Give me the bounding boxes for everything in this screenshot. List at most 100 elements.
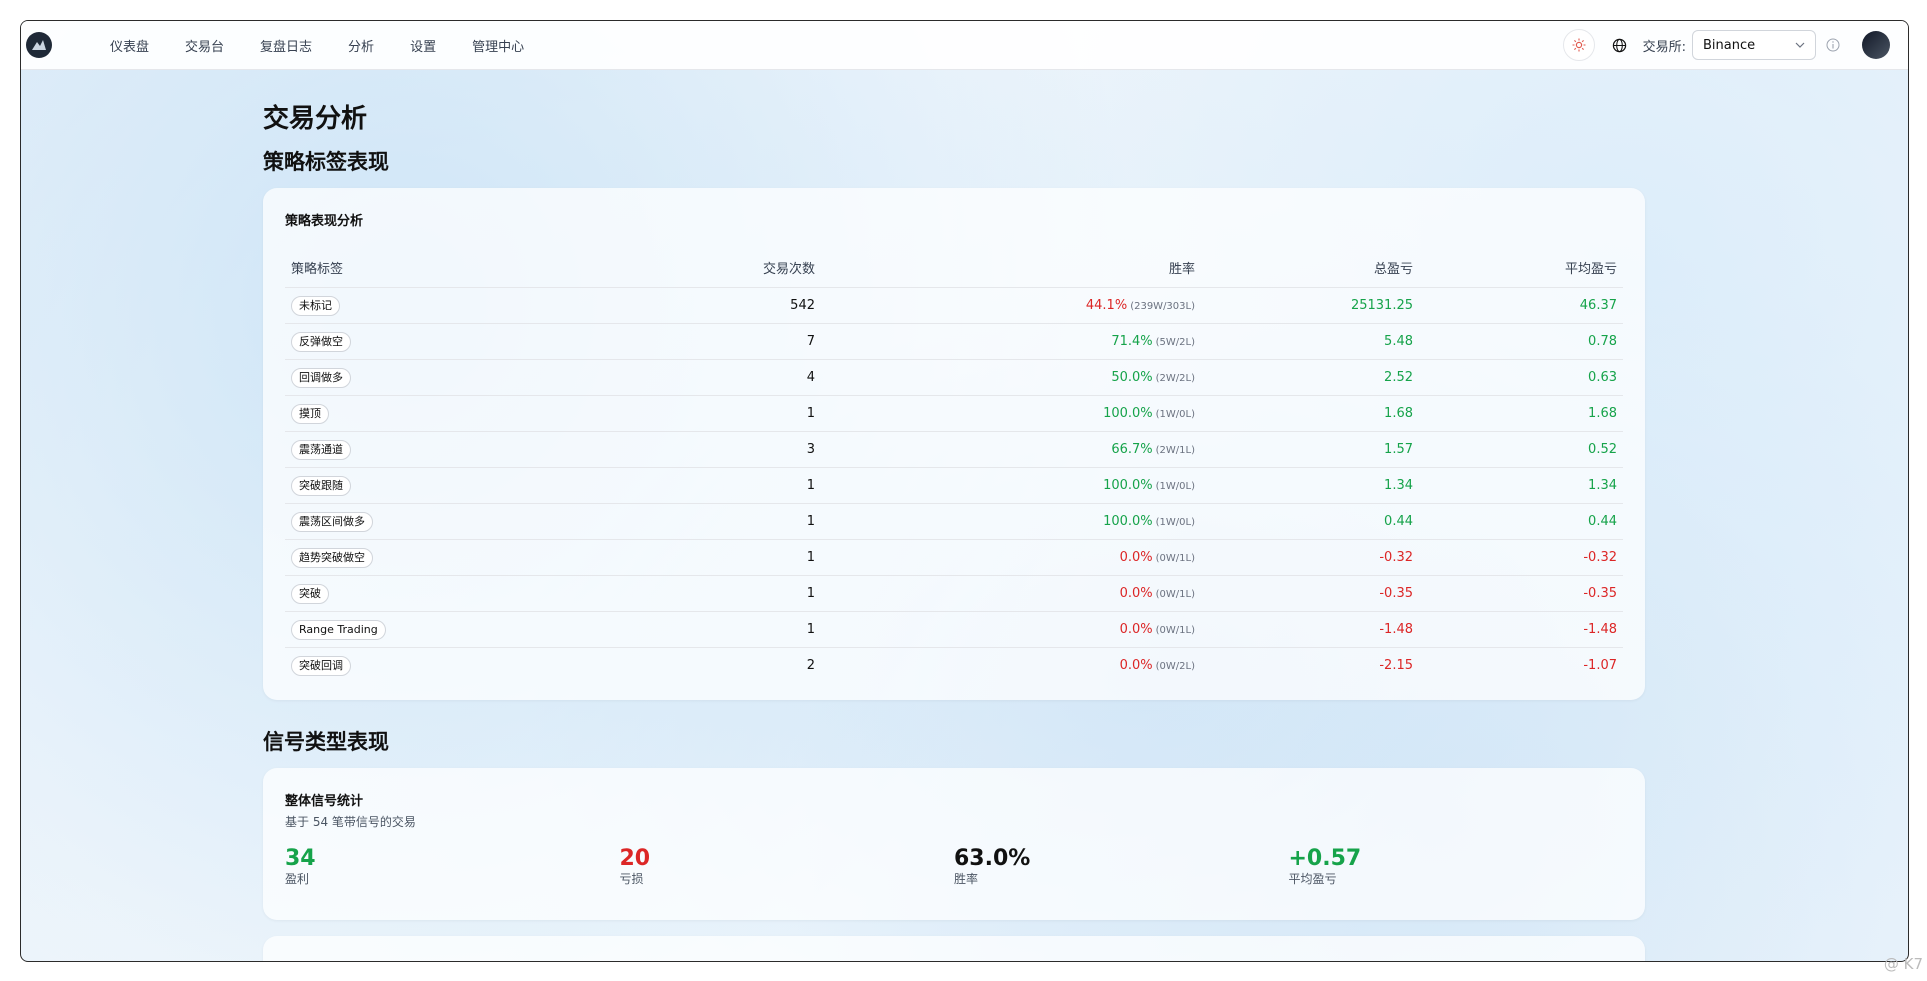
strategy-row[interactable]: 突破跟随 1 100.0% (1W/0L) 1.34 1.34 [285, 467, 1623, 504]
strategy-row[interactable]: 突破 1 0.0% (0W/1L) -0.35 -0.35 [285, 575, 1623, 612]
strategy-tag-badge[interactable]: 摸顶 [291, 403, 329, 424]
info-icon[interactable] [1826, 38, 1840, 52]
win-loss-count: (5W/2L) [1155, 337, 1195, 348]
win-loss-count: (0W/1L) [1155, 625, 1195, 636]
win-rate-value: 66.7% [1111, 442, 1153, 457]
win-loss-count: (2W/2L) [1155, 373, 1195, 384]
trade-count-cell: 3 [575, 431, 821, 468]
trade-count-cell: 1 [575, 539, 821, 576]
strategy-tag-badge[interactable]: 突破跟随 [291, 475, 351, 496]
trade-count-cell: 542 [575, 287, 821, 324]
win-loss-count: (1W/0L) [1155, 409, 1195, 420]
trade-count-cell: 1 [575, 467, 821, 504]
trade-count-cell: 1 [575, 575, 821, 612]
nav-item-review-journal[interactable]: 复盘日志 [260, 39, 313, 55]
strategy-tag-cell: Range Trading [285, 611, 575, 648]
exchange-label: 交易所: [1642, 39, 1686, 55]
win-rate-value: 50.0% [1111, 370, 1153, 385]
win-loss-count: (1W/0L) [1155, 517, 1195, 528]
nav-item-analysis[interactable]: 分析 [348, 39, 375, 55]
win-rate-value: 100.0% [1103, 478, 1153, 493]
strategy-tag-badge[interactable]: 回调做多 [291, 367, 351, 388]
stat-wins-value: 34 [285, 846, 316, 871]
trade-count-cell: 1 [575, 503, 821, 540]
strategy-tag-badge[interactable]: 趋势突破做空 [291, 547, 373, 568]
strategy-tag-badge[interactable]: 反弹做空 [291, 331, 351, 352]
strategy-tag-badge[interactable]: 未标记 [291, 295, 340, 316]
win-rate-cell: 0.0% (0W/1L) [821, 539, 1201, 576]
avg-pnl-cell: 46.37 [1419, 287, 1623, 324]
nav-right-controls: 交易所: Binance [1562, 29, 1890, 61]
signal-stats-row: 34 盈利 20 亏损 63.0% 胜率 +0.57 平均盈亏 [285, 846, 1623, 886]
col-header-strategy-tag: 策略标签 [285, 247, 575, 288]
stat-avg-pnl: +0.57 平均盈亏 [1289, 846, 1624, 886]
avg-pnl-cell: 1.34 [1419, 467, 1623, 504]
trade-count-cell: 1 [575, 611, 821, 648]
strategy-row[interactable]: 趋势突破做空 1 0.0% (0W/1L) -0.32 -0.32 [285, 539, 1623, 576]
avg-pnl-cell: -1.07 [1583, 658, 1617, 673]
win-rate-cell: 50.0% (2W/2L) [821, 359, 1201, 396]
win-rate-value: 0.0% [1119, 586, 1153, 601]
col-header-total-pnl: 总盈亏 [1201, 247, 1419, 288]
nav-item-admin-center[interactable]: 管理中心 [472, 39, 525, 55]
strategy-card-title: 策略表现分析 [285, 214, 364, 229]
strategy-row[interactable]: 反弹做空 7 71.4% (5W/2L) 5.48 0.78 [285, 323, 1623, 360]
main-content: 交易分析 策略标签表现 策略表现分析 策略标签 交易次数 胜率 总盈亏 平均盈亏 [263, 69, 1645, 961]
stat-avg-pnl-value: +0.57 [1288, 846, 1362, 871]
total-pnl-cell: 0.44 [1201, 503, 1419, 540]
strategy-row[interactable]: 震荡通道 3 66.7% (2W/1L) 1.57 0.52 [285, 431, 1623, 468]
col-header-win-rate: 胜率 [821, 247, 1201, 288]
strategy-row[interactable]: 摸顶 1 100.0% (1W/0L) 1.68 1.68 [285, 395, 1623, 432]
signal-section-title: 信号类型表现 [263, 730, 389, 754]
avg-pnl-cell: -1.48 [1419, 611, 1623, 648]
stat-win-rate-value: 63.0% [954, 846, 1031, 871]
strategy-tag-badge[interactable]: 震荡通道 [291, 439, 351, 460]
strategy-tag-cell: 震荡区间做多 [285, 503, 575, 540]
strategy-tag-cell: 回调做多 [285, 359, 575, 396]
total-pnl-cell: 5.48 [1201, 323, 1419, 360]
strategy-row[interactable]: 未标记 542 44.1% (239W/303L) 25131.25 46.37 [285, 287, 1623, 324]
win-rate-cell: 100.0% (1W/0L) [821, 503, 1201, 540]
avg-pnl-cell: 0.78 [1419, 323, 1623, 360]
signal-card-subtitle: 基于 54 笔带信号的交易 [285, 815, 416, 829]
strategy-tag-badge[interactable]: 突破 [291, 583, 329, 604]
total-pnl-cell: 1.34 [1201, 467, 1419, 504]
avg-pnl-cell: 0.44 [1419, 503, 1623, 540]
trade-count-cell: 1 [575, 395, 821, 432]
top-navbar: 仪表盘 交易台 复盘日志 分析 设置 管理中心 [21, 21, 1908, 70]
stat-wins: 34 盈利 [285, 846, 620, 886]
win-rate-value: 44.1% [1085, 298, 1128, 313]
signal-overview-card: 整体信号统计 基于 54 笔带信号的交易 34 盈利 20 亏损 63.0% 胜… [263, 768, 1645, 920]
win-rate-value: 100.0% [1103, 406, 1153, 421]
strategy-section-title: 策略标签表现 [263, 150, 389, 174]
app-window: 仪表盘 交易台 复盘日志 分析 设置 管理中心 [20, 20, 1909, 962]
user-avatar[interactable] [1862, 31, 1890, 59]
strategy-table-body: 未标记 542 44.1% (239W/303L) 25131.25 46.37 反弹做空 7… [285, 287, 1623, 684]
app-logo[interactable] [26, 32, 52, 58]
strategy-tag-cell: 突破跟随 [285, 467, 575, 504]
win-rate-cell: 100.0% (1W/0L) [821, 467, 1201, 504]
strategy-row[interactable]: 突破回调 2 0.0% (0W/2L) -2.15 -1.07 [285, 648, 1623, 684]
exchange-select[interactable]: Binance [1692, 30, 1816, 60]
strategy-row[interactable]: 回调做多 4 50.0% (2W/2L) 2.52 0.63 [285, 359, 1623, 396]
theme-toggle-button[interactable] [1562, 29, 1595, 61]
win-rate-value: 100.0% [1103, 514, 1153, 529]
nav-item-dashboard[interactable]: 仪表盘 [110, 39, 150, 55]
strategy-tag-badge[interactable]: Range Trading [291, 619, 386, 640]
avg-pnl-cell: -0.35 [1419, 575, 1623, 612]
strategy-tag-badge[interactable]: 震荡区间做多 [291, 511, 373, 532]
trade-count-cell: 2 [806, 658, 815, 673]
avg-pnl-cell: 0.63 [1419, 359, 1623, 396]
next-card-partial [263, 936, 1645, 961]
strategy-table: 策略标签 交易次数 胜率 总盈亏 平均盈亏 未标记 542 44.1% (239W/3… [285, 247, 1623, 683]
strategy-row[interactable]: 震荡区间做多 1 100.0% (1W/0L) 0.44 0.44 [285, 503, 1623, 540]
strategy-row[interactable]: Range Trading 1 0.0% (0W/1L) -1.48 -1.48 [285, 611, 1623, 648]
strategy-tag-badge[interactable]: 突破回调 [291, 655, 351, 676]
nav-item-trading-desk[interactable]: 交易台 [185, 39, 225, 55]
win-rate-cell: 71.4% (5W/2L) [821, 323, 1201, 360]
win-rate-cell: 100.0% (1W/0L) [821, 395, 1201, 432]
exchange-selected-value: Binance [1703, 37, 1756, 53]
language-globe-icon[interactable] [1611, 36, 1629, 54]
trade-count-cell: 4 [575, 359, 821, 396]
nav-item-settings[interactable]: 设置 [410, 39, 437, 55]
